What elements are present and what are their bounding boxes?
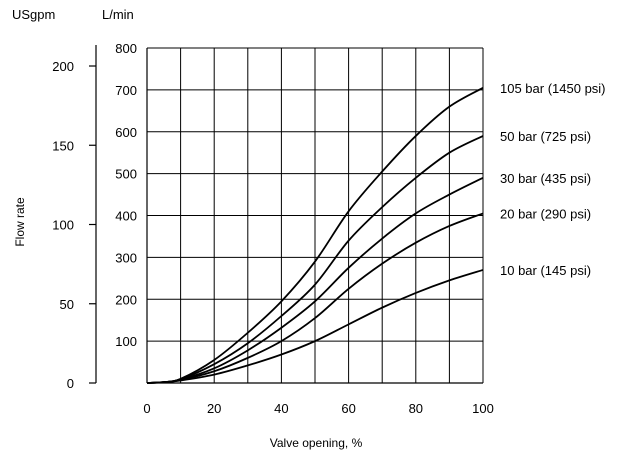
x-axis-title: Valve opening, %	[270, 436, 363, 450]
series-label: 20 bar (290 psi)	[500, 206, 591, 221]
series-label: 50 bar (725 psi)	[500, 129, 591, 144]
labels: 100 200 300 400 500 600 700 800 0 50 100 150 200 0 20 4…	[52, 41, 605, 416]
usgpm-tick-label: 50	[60, 297, 74, 312]
lmin-tick-label: 600	[115, 125, 137, 140]
lmin-tick-label: 400	[115, 209, 137, 224]
series-line	[146, 269, 484, 384]
usgpm-tick-label: 200	[52, 59, 74, 74]
lmin-tick-label: 200	[115, 292, 137, 307]
series-label: 105 bar (1450 psi)	[500, 81, 606, 96]
x-tick-label: 20	[207, 401, 221, 416]
series-label: 30 bar (435 psi)	[500, 171, 591, 186]
left-unit-label: USgpm	[12, 7, 55, 22]
x-tick-label: 100	[472, 401, 494, 416]
lmin-tick-label: 300	[115, 250, 137, 265]
lmin-tick-label: 500	[115, 167, 137, 182]
lmin-tick-label: 700	[115, 83, 137, 98]
x-tick-label: 40	[274, 401, 288, 416]
x-tick-label: 80	[409, 401, 423, 416]
y-axis-title: Flow rate	[13, 197, 27, 247]
lmin-tick-label: 800	[115, 41, 137, 56]
usgpm-tick-label: 100	[52, 218, 74, 233]
x-tick-label: 60	[341, 401, 355, 416]
series-label: 10 bar (145 psi)	[500, 263, 591, 278]
curves	[146, 86, 484, 384]
lmin-tick-label: 100	[115, 334, 137, 349]
axes	[89, 45, 483, 384]
x-tick-label: 0	[143, 401, 150, 416]
usgpm-tick-label: 0	[67, 376, 74, 391]
right-unit-label: L/min	[102, 7, 134, 22]
usgpm-tick-label: 150	[52, 138, 74, 153]
grid	[146, 47, 484, 383]
